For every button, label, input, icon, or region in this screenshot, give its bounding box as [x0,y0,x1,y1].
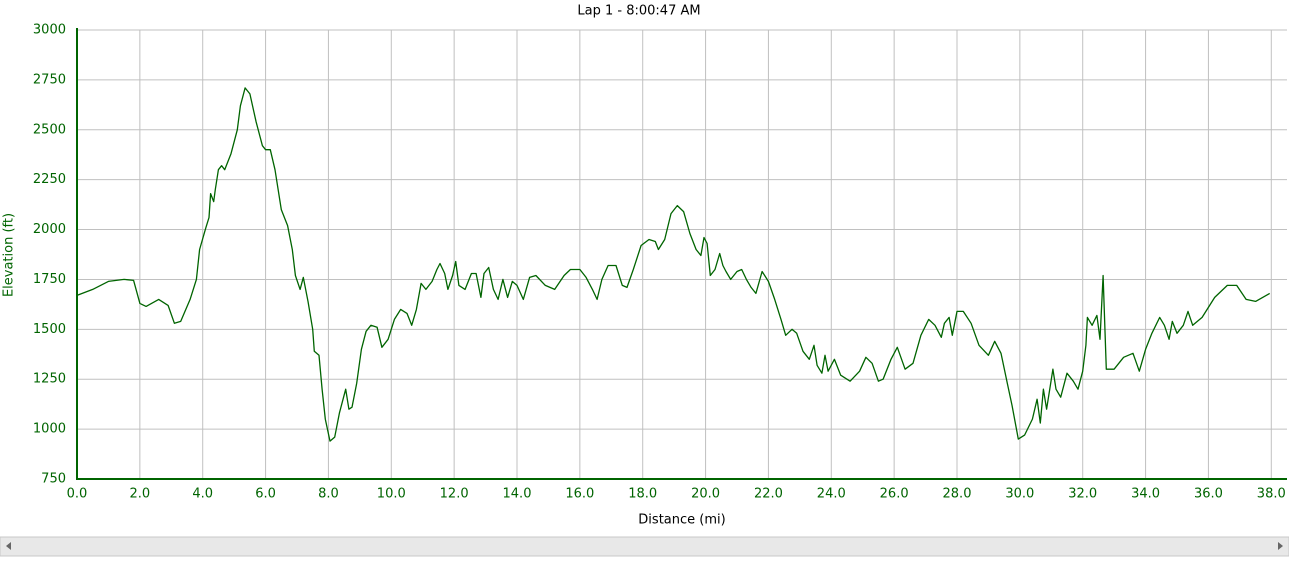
elevation-line [76,87,1271,442]
plot [76,87,1271,442]
x-tick-label: 12.0 [440,487,469,502]
scrollbar[interactable] [0,536,1289,557]
y-tick-label: 1000 [33,422,66,437]
x-tick-label: 38.0 [1257,487,1286,502]
x-tick-label: 22.0 [754,487,783,502]
y-tick-label: 2750 [33,72,66,87]
y-tick-label: 2250 [33,172,66,187]
chart-title: Lap 1 - 8:00:47 AM [577,4,700,19]
x-tick-label: 4.0 [192,487,213,502]
y-tick-label: 1750 [33,272,66,287]
x-tick-label: 2.0 [130,487,151,502]
x-tick-label: 18.0 [628,487,657,502]
x-tick-label: 26.0 [880,487,909,502]
x-tick-label: 8.0 [318,487,339,502]
y-tick-label: 1500 [33,322,66,337]
x-tick-label: 32.0 [1068,487,1097,502]
scroll-right-arrow[interactable] [1278,542,1283,550]
y-tick-label: 2500 [33,122,66,137]
x-tick-label: 10.0 [377,487,406,502]
x-tick-label: 28.0 [943,487,972,502]
scroll-left-arrow[interactable] [6,542,11,550]
x-tick-label: 36.0 [1194,487,1223,502]
x-tick-label: 34.0 [1131,487,1160,502]
x-tick-label: 20.0 [691,487,720,502]
x-tick-label: 16.0 [565,487,594,502]
x-tick-label: 30.0 [1005,487,1034,502]
y-tick-label: 2000 [33,222,66,237]
y-tick-label: 3000 [33,23,66,38]
x-axis-label: Distance (mi) [638,513,725,528]
y-tick-label: 750 [41,472,66,487]
x-tick-label: 6.0 [255,487,276,502]
y-axis-label: Elevation (ft) [2,213,17,297]
y-tick-label: 1250 [33,372,66,387]
x-tick-label: 24.0 [817,487,846,502]
grid [76,29,1287,480]
x-tick-label: 0.0 [67,487,88,502]
x-tick-label: 14.0 [503,487,532,502]
